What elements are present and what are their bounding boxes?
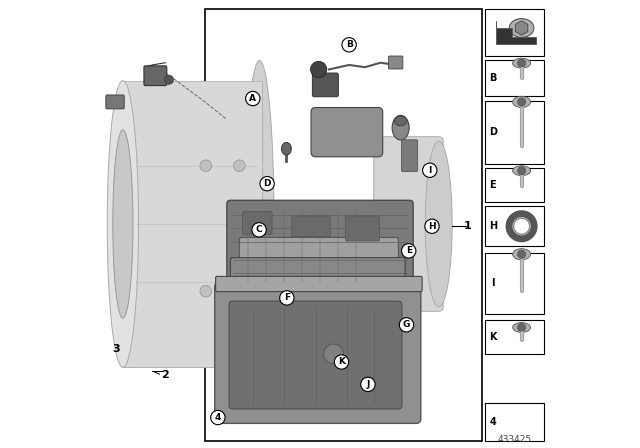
Text: I: I <box>428 166 431 175</box>
Circle shape <box>518 323 525 332</box>
Circle shape <box>164 75 173 84</box>
Ellipse shape <box>392 115 409 140</box>
Circle shape <box>399 318 413 332</box>
Bar <box>485 320 544 354</box>
FancyBboxPatch shape <box>230 258 405 291</box>
Ellipse shape <box>426 141 452 307</box>
Bar <box>485 403 544 441</box>
Circle shape <box>518 250 525 258</box>
FancyBboxPatch shape <box>214 282 421 423</box>
FancyBboxPatch shape <box>312 73 339 97</box>
Ellipse shape <box>113 130 133 318</box>
FancyBboxPatch shape <box>243 211 272 234</box>
FancyBboxPatch shape <box>216 276 422 292</box>
Text: 4: 4 <box>490 417 496 427</box>
Bar <box>485 168 544 202</box>
Text: 4: 4 <box>214 413 221 422</box>
Text: E: E <box>490 180 496 190</box>
Bar <box>485 206 544 246</box>
FancyBboxPatch shape <box>374 137 443 311</box>
Text: F: F <box>284 293 290 302</box>
FancyBboxPatch shape <box>388 56 403 69</box>
FancyBboxPatch shape <box>239 237 398 267</box>
FancyBboxPatch shape <box>123 81 262 367</box>
Polygon shape <box>496 21 536 43</box>
Text: I: I <box>491 278 495 289</box>
Text: E: E <box>406 246 412 255</box>
FancyBboxPatch shape <box>292 216 330 237</box>
Text: B: B <box>489 73 497 83</box>
Bar <box>485 9 544 56</box>
Bar <box>485 253 544 314</box>
Bar <box>485 101 544 164</box>
FancyBboxPatch shape <box>229 301 402 409</box>
Text: 2: 2 <box>161 370 170 380</box>
FancyBboxPatch shape <box>401 140 418 172</box>
Text: A: A <box>250 94 256 103</box>
Ellipse shape <box>394 116 407 126</box>
Text: 433425: 433425 <box>497 435 531 444</box>
Circle shape <box>401 244 416 258</box>
Circle shape <box>234 285 245 297</box>
Circle shape <box>513 218 530 234</box>
Text: 3: 3 <box>113 345 120 354</box>
Ellipse shape <box>513 323 531 332</box>
Circle shape <box>334 355 349 369</box>
Text: H: H <box>428 222 436 231</box>
Text: D: D <box>264 179 271 188</box>
Circle shape <box>260 177 275 191</box>
Text: H: H <box>489 221 497 231</box>
FancyBboxPatch shape <box>311 108 383 157</box>
Text: D: D <box>489 127 497 137</box>
Circle shape <box>518 167 525 175</box>
Circle shape <box>200 285 212 297</box>
FancyBboxPatch shape <box>106 95 124 109</box>
Circle shape <box>252 223 266 237</box>
Ellipse shape <box>513 249 531 260</box>
FancyBboxPatch shape <box>227 200 413 293</box>
Circle shape <box>211 410 225 425</box>
Circle shape <box>200 160 212 172</box>
Bar <box>485 60 544 96</box>
Text: C: C <box>256 225 262 234</box>
Text: B: B <box>346 40 353 49</box>
Ellipse shape <box>107 81 138 367</box>
Text: G: G <box>403 320 410 329</box>
Text: K: K <box>489 332 497 342</box>
Circle shape <box>280 291 294 305</box>
Text: J: J <box>366 380 370 389</box>
Bar <box>205 9 482 441</box>
Ellipse shape <box>513 58 531 68</box>
Ellipse shape <box>513 96 531 108</box>
Circle shape <box>310 61 327 78</box>
Circle shape <box>342 38 356 52</box>
Circle shape <box>518 59 525 67</box>
Circle shape <box>425 219 439 233</box>
Text: K: K <box>338 358 345 366</box>
Bar <box>96 9 205 441</box>
Circle shape <box>518 98 525 106</box>
Ellipse shape <box>509 18 534 37</box>
Ellipse shape <box>245 60 274 383</box>
Circle shape <box>361 377 375 392</box>
FancyBboxPatch shape <box>144 66 167 86</box>
Ellipse shape <box>282 142 291 155</box>
Circle shape <box>246 91 260 106</box>
Circle shape <box>234 160 245 172</box>
FancyBboxPatch shape <box>346 216 380 241</box>
Circle shape <box>324 344 343 364</box>
Text: 1: 1 <box>464 221 472 231</box>
Circle shape <box>422 163 437 177</box>
Ellipse shape <box>513 166 531 176</box>
